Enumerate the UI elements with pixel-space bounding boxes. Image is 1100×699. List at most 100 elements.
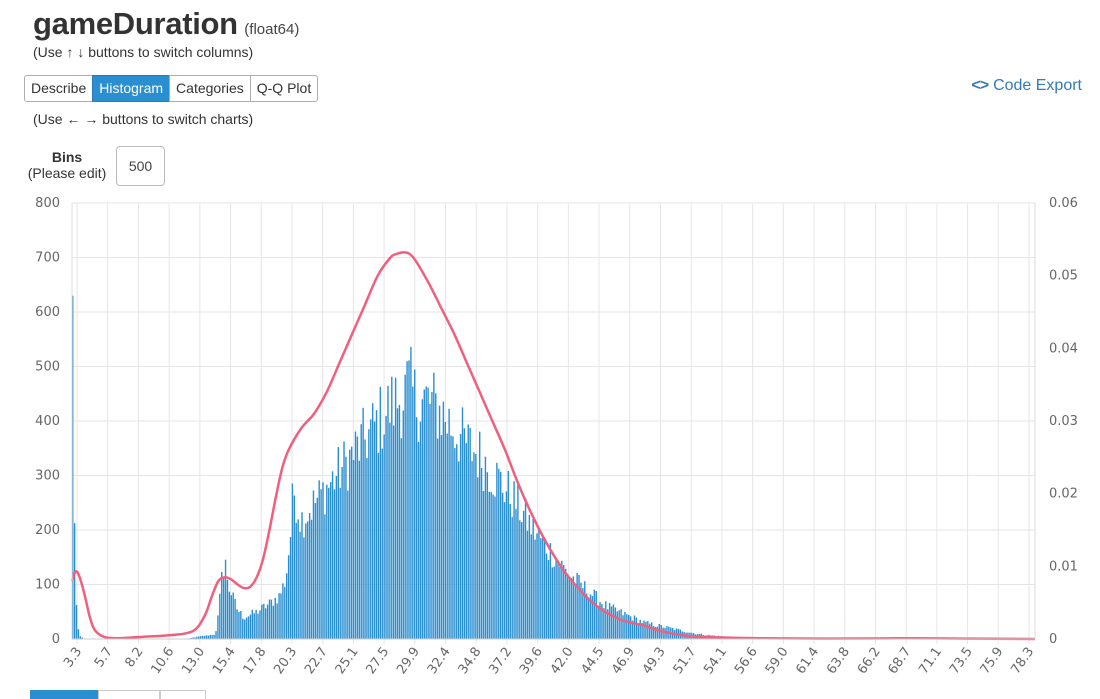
- histogram-bar: [355, 431, 356, 639]
- histogram-bar: [366, 458, 367, 639]
- histogram-bar: [252, 610, 253, 639]
- histogram-bar: [410, 347, 411, 639]
- histogram-bar: [290, 537, 291, 639]
- histogram-bar: [532, 517, 533, 639]
- histogram-bar: [582, 588, 583, 639]
- histogram-bar: [401, 438, 402, 639]
- histogram-bar: [567, 577, 568, 639]
- histogram-bar: [456, 444, 457, 639]
- histogram-bar: [240, 611, 241, 639]
- histogram-bar: [573, 576, 574, 639]
- histogram-bar: [571, 578, 572, 639]
- histogram-bar: [322, 482, 323, 639]
- histogram-bar: [359, 461, 360, 639]
- histogram-bar: [309, 513, 310, 639]
- histogram-bar: [376, 410, 377, 639]
- histogram-bar: [552, 567, 553, 639]
- histogram-bar: [328, 488, 329, 639]
- histogram-bar: [213, 635, 214, 639]
- histogram-bar: [343, 441, 344, 639]
- histogram-bar: [576, 573, 577, 639]
- histogram-bar: [548, 560, 549, 639]
- histogram-bar: [469, 428, 470, 639]
- histogram-bar: [292, 484, 293, 639]
- y2-tick-label: 0.03: [1049, 414, 1078, 429]
- histogram-bar: [246, 618, 247, 639]
- histogram-bar: [515, 509, 516, 639]
- histogram-bar: [238, 612, 239, 639]
- histogram-bar: [645, 622, 646, 639]
- histogram-bar: [221, 572, 222, 639]
- histogram-bar: [307, 521, 308, 639]
- histogram-bar: [210, 635, 211, 639]
- x-tick-label: 46.9: [609, 645, 638, 677]
- histogram-bar: [311, 520, 312, 639]
- histogram-bar: [338, 447, 339, 639]
- histogram-bar: [267, 605, 268, 639]
- histogram-bar: [620, 609, 621, 639]
- histogram-bar: [219, 594, 220, 639]
- histogram-bar: [353, 460, 354, 639]
- histogram-bar: [624, 612, 625, 639]
- histogram-bar: [215, 631, 216, 639]
- histogram-bar: [559, 567, 560, 639]
- histogram-bar: [383, 434, 384, 639]
- histogram-bar: [502, 493, 503, 639]
- histogram-bar: [490, 492, 491, 639]
- histogram-bar: [468, 425, 469, 639]
- x-tick-label: 29.9: [394, 645, 423, 677]
- histogram-bar: [387, 386, 388, 639]
- histogram-bar: [374, 422, 375, 639]
- histogram-bar: [313, 491, 314, 639]
- histogram-bar: [378, 453, 379, 639]
- histogram-bar: [248, 616, 249, 639]
- histogram-bar: [76, 605, 77, 639]
- histogram-bar: [481, 468, 482, 639]
- histogram-bar: [271, 600, 272, 639]
- histogram-bar: [231, 595, 232, 639]
- histogram-bar: [395, 378, 396, 639]
- histogram-bar: [341, 467, 342, 639]
- histogram-bar: [297, 519, 298, 639]
- histogram-bar: [299, 532, 300, 639]
- histogram-bar: [330, 482, 331, 639]
- y-tick-label: 800: [35, 196, 60, 211]
- histogram-bar: [282, 583, 283, 639]
- histogram-bar: [452, 436, 453, 639]
- histogram-bar: [525, 498, 526, 639]
- histogram-bar: [443, 402, 444, 639]
- x-tick-label: 78.3: [1008, 645, 1037, 677]
- histogram-bar: [349, 450, 350, 639]
- histogram-bar: [605, 601, 606, 639]
- histogram-bar: [393, 425, 394, 639]
- histogram-bar: [361, 424, 362, 639]
- histogram-bar: [362, 408, 363, 639]
- histogram-bar: [259, 610, 260, 639]
- y2-tick-label: 0.05: [1049, 269, 1078, 284]
- y-tick-label: 300: [35, 469, 60, 484]
- x-tick-label: 32.4: [425, 645, 454, 677]
- histogram-bar: [498, 469, 499, 639]
- histogram-bar: [315, 503, 316, 639]
- x-tick-label: 27.5: [363, 645, 392, 677]
- histogram-bar: [506, 491, 507, 639]
- histogram-bar: [284, 587, 285, 639]
- x-tick-label: 25.1: [333, 645, 362, 677]
- histogram-bar: [385, 416, 386, 639]
- histogram-bar: [479, 432, 480, 639]
- histogram-bar: [336, 476, 337, 639]
- histogram-bar: [588, 599, 589, 639]
- histogram-bar: [546, 554, 547, 639]
- histogram-bar: [594, 590, 595, 639]
- histogram-bar: [380, 387, 381, 639]
- histogram-bar: [617, 611, 618, 639]
- histogram-bar: [286, 573, 287, 639]
- y2-tick-label: 0.06: [1049, 196, 1078, 211]
- histogram-bar: [74, 523, 75, 639]
- histogram-bar: [531, 534, 532, 639]
- y-tick-label: 600: [35, 305, 60, 320]
- histogram-bar: [408, 360, 409, 639]
- histogram-bar: [435, 393, 436, 639]
- x-tick-label: 20.3: [271, 645, 300, 677]
- histogram-bar: [485, 457, 486, 639]
